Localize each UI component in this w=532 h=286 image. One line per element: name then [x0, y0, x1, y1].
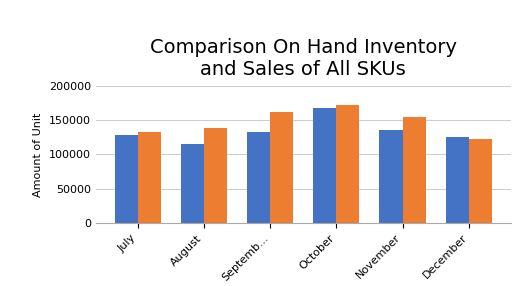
Bar [247, 132, 270, 223]
Title: Comparison On Hand Inventory
and Sales of All SKUs: Comparison On Hand Inventory and Sales o… [149, 38, 457, 79]
Bar [469, 139, 492, 223]
Y-axis label: Amount of Unit: Amount of Unit [33, 112, 43, 197]
Bar [181, 144, 204, 223]
Bar [313, 108, 336, 223]
Bar [336, 105, 360, 223]
Bar [445, 137, 469, 223]
Bar [379, 130, 403, 223]
Bar [403, 117, 426, 223]
Bar [114, 135, 138, 223]
Bar [138, 132, 161, 223]
Bar [270, 112, 293, 223]
Bar [204, 128, 227, 223]
